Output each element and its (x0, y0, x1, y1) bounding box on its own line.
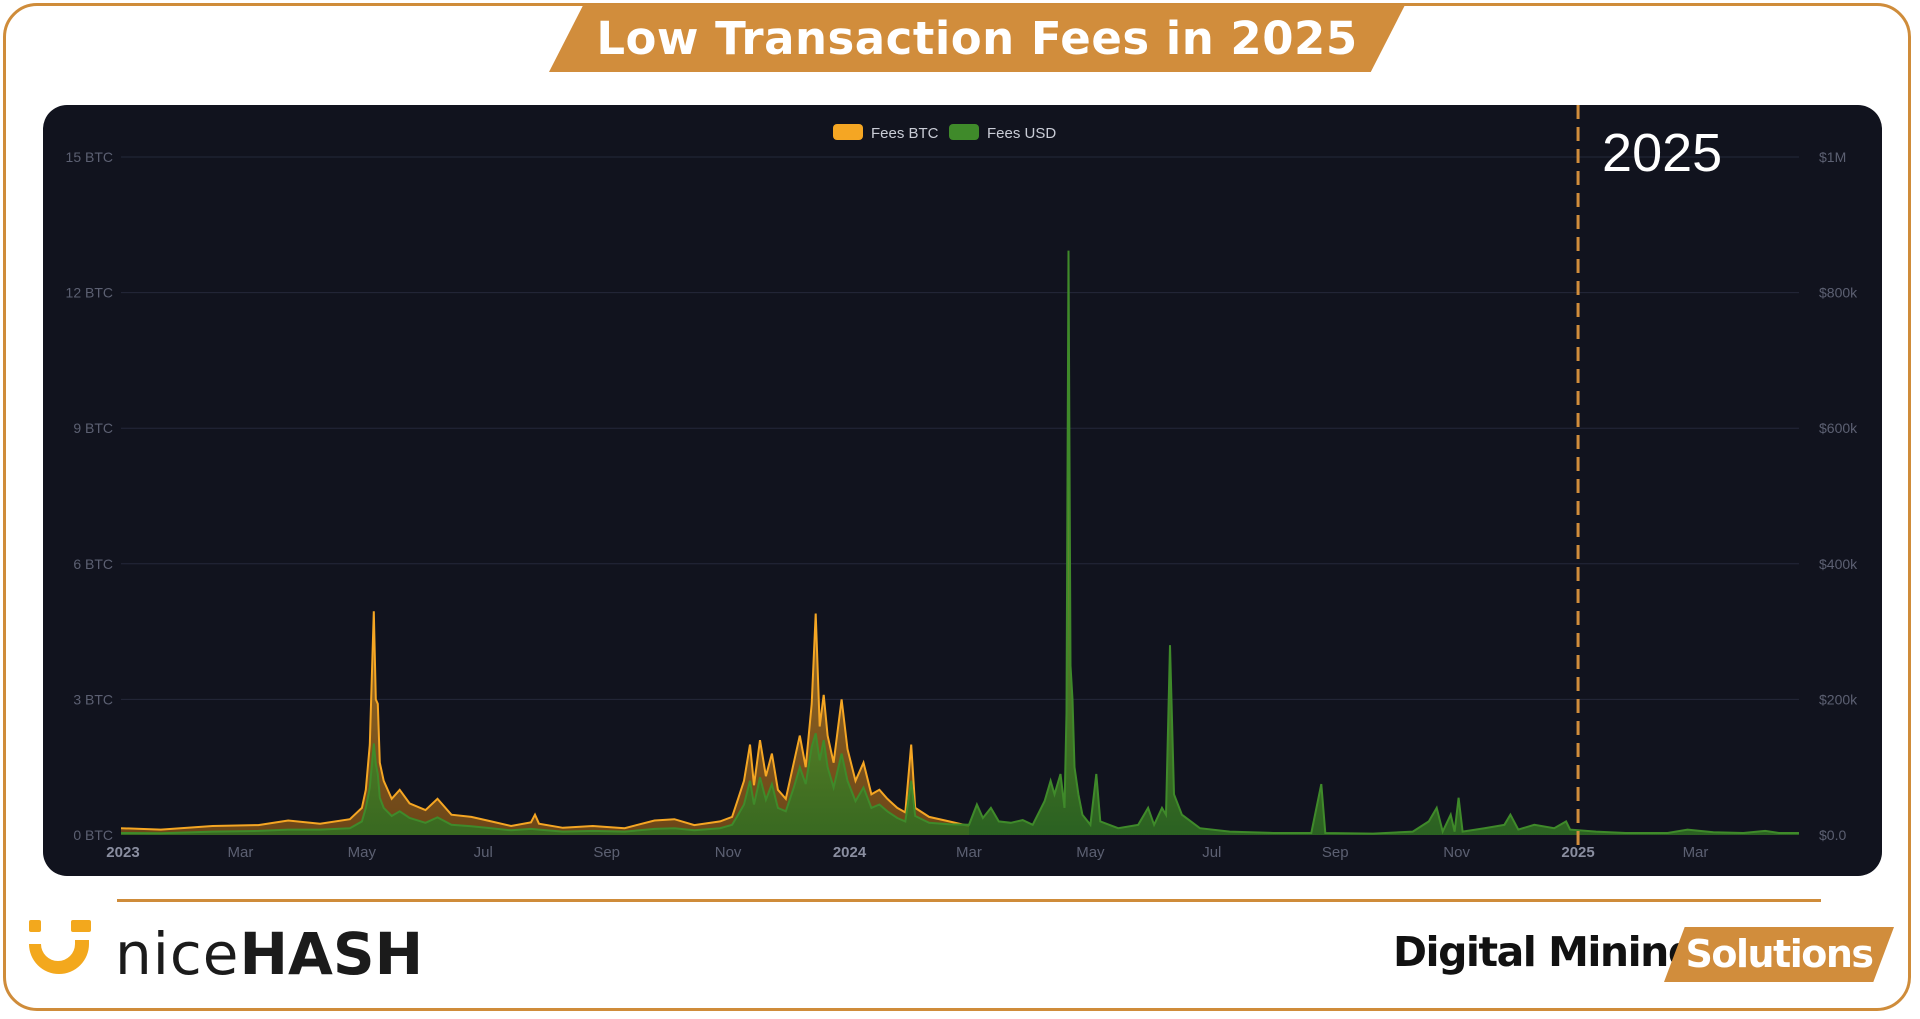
legend-swatch (949, 124, 979, 140)
nicehash-wordmark: niceHASH (115, 922, 423, 986)
x-tick-label: Sep (593, 844, 620, 861)
fees-chart: 0 BTC 3 BTC 6 BTC 9 BTC 12 BTC 15 BTC $0.0 $200… (66, 105, 1859, 861)
tagline-banner (1664, 927, 1894, 982)
x-tick-label: Sep (1322, 844, 1349, 861)
wordmark-bold: HASH (239, 920, 424, 988)
y-right-tick-label: $200k (1819, 691, 1858, 707)
year-marker-label: 2025 (1602, 123, 1722, 183)
y-left-tick-label: 9 BTC (73, 420, 113, 436)
legend-label: Fees BTC (871, 125, 939, 142)
y-left-tick-label: 12 BTC (66, 285, 113, 301)
nicehash-mark-icon (29, 920, 91, 974)
x-tick-label: Nov (715, 844, 742, 861)
y-left-tick-label: 15 BTC (66, 149, 113, 165)
legend-label: Fees USD (987, 125, 1056, 142)
y-left-tick-label: 0 BTC (73, 827, 113, 843)
fees-btc-line (120, 611, 970, 831)
axis-layer: 0 BTC 3 BTC 6 BTC 9 BTC 12 BTC 15 BTC $0.0 $200… (66, 149, 1859, 861)
y-right-tick-label: $800k (1819, 285, 1858, 301)
legend[interactable]: Fees BTC Fees USD (833, 124, 1056, 142)
y-left-tick-label: 3 BTC (73, 691, 113, 707)
x-tick-label: Jul (1202, 844, 1221, 861)
y-right-tick-label: $1M (1819, 149, 1846, 165)
y-left-tick-label: 6 BTC (73, 556, 113, 572)
nicehash-logo[interactable] (27, 918, 407, 990)
x-tick-label: 2025 (1561, 844, 1594, 861)
wordmark-light: nice (115, 920, 240, 988)
year-marker: 2025 (1576, 105, 1722, 853)
x-tick-label: 2023 (106, 844, 139, 861)
x-tick-label: 2024 (833, 844, 867, 861)
page-title: Low Transaction Fees in 2025 (596, 12, 1358, 65)
legend-swatch (833, 124, 863, 140)
tagline-left: Digital Mining (1393, 928, 1697, 976)
fees-btc-area (121, 611, 969, 835)
x-tick-label: Mar (1683, 844, 1709, 861)
chart-panel: 0 BTC 3 BTC 6 BTC 9 BTC 12 BTC 15 BTC $0.0 $200… (43, 105, 1882, 876)
y-right-tick-label: $400k (1819, 556, 1858, 572)
y-right-tick-label: $0.0 (1819, 827, 1846, 843)
title-banner (549, 5, 1405, 72)
footer-divider (117, 899, 1821, 902)
x-tick-label: May (348, 844, 377, 861)
x-tick-label: Nov (1443, 844, 1470, 861)
x-tick-label: Mar (956, 844, 982, 861)
x-tick-label: Jul (474, 844, 493, 861)
series-layer (120, 250, 1799, 836)
y-right-tick-label: $600k (1819, 420, 1858, 436)
fees-usd-line (120, 250, 1799, 835)
x-tick-label: May (1076, 844, 1105, 861)
tagline-right: Solutions (1685, 932, 1874, 976)
grid-lines (121, 156, 1799, 700)
x-tick-label: Mar (228, 844, 254, 861)
